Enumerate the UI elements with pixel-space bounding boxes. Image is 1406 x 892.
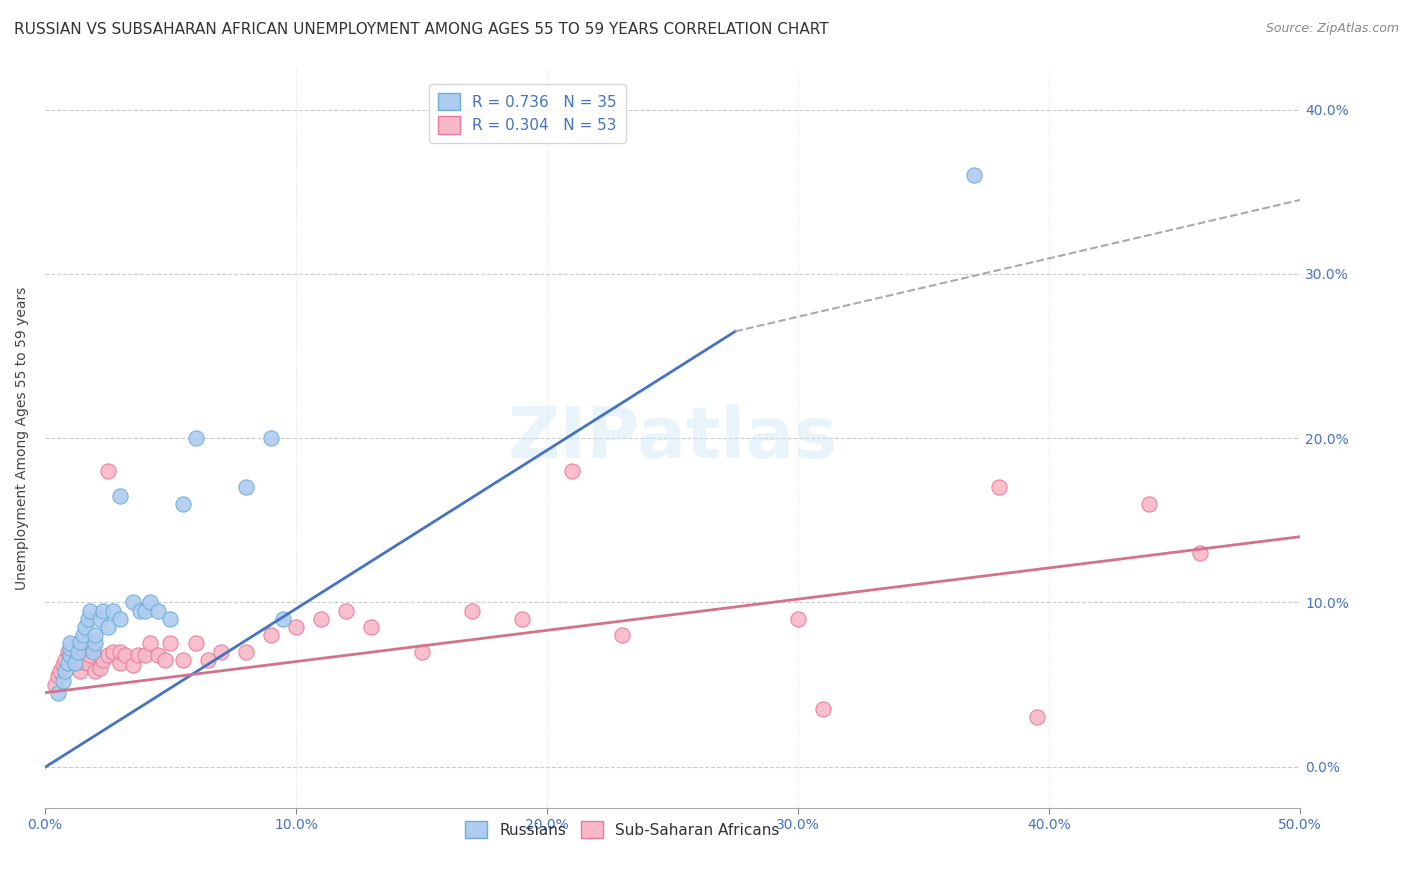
Point bbox=[260, 628, 283, 642]
Point bbox=[987, 480, 1010, 494]
Point bbox=[44, 677, 66, 691]
Point bbox=[51, 657, 73, 672]
Text: RUSSIAN VS SUBSAHARAN AFRICAN UNEMPLOYMENT AMONG AGES 55 TO 59 YEARS CORRELATION: RUSSIAN VS SUBSAHARAN AFRICAN UNEMPLOYME… bbox=[14, 22, 828, 37]
Point bbox=[1139, 497, 1161, 511]
Point bbox=[197, 653, 219, 667]
Point bbox=[72, 628, 94, 642]
Point bbox=[79, 648, 101, 662]
Point bbox=[335, 604, 357, 618]
Point bbox=[84, 665, 107, 679]
Point bbox=[309, 612, 332, 626]
Point bbox=[63, 656, 86, 670]
Point bbox=[134, 648, 156, 662]
Point bbox=[59, 648, 82, 662]
Point bbox=[460, 604, 482, 618]
Point bbox=[159, 636, 181, 650]
Point bbox=[97, 464, 120, 478]
Point bbox=[146, 604, 169, 618]
Point bbox=[76, 612, 98, 626]
Point bbox=[46, 686, 69, 700]
Point bbox=[101, 604, 124, 618]
Point bbox=[84, 636, 107, 650]
Point bbox=[75, 620, 97, 634]
Point bbox=[69, 635, 91, 649]
Point bbox=[59, 641, 82, 656]
Point bbox=[89, 612, 111, 626]
Point bbox=[82, 645, 104, 659]
Point bbox=[46, 669, 69, 683]
Point bbox=[79, 604, 101, 618]
Point bbox=[110, 489, 132, 503]
Point bbox=[129, 604, 152, 618]
Point bbox=[63, 656, 86, 670]
Point bbox=[121, 595, 143, 609]
Point bbox=[114, 648, 136, 662]
Point bbox=[91, 653, 114, 667]
Point bbox=[76, 656, 98, 670]
Y-axis label: Unemployment Among Ages 55 to 59 years: Unemployment Among Ages 55 to 59 years bbox=[15, 286, 30, 590]
Point bbox=[101, 645, 124, 659]
Point bbox=[159, 612, 181, 626]
Point bbox=[811, 702, 834, 716]
Point bbox=[97, 620, 120, 634]
Point bbox=[134, 604, 156, 618]
Legend: Russians, Sub-Saharan Africans: Russians, Sub-Saharan Africans bbox=[460, 814, 786, 845]
Point bbox=[49, 665, 72, 679]
Point bbox=[235, 480, 257, 494]
Point bbox=[72, 655, 94, 669]
Point bbox=[51, 674, 73, 689]
Point bbox=[121, 657, 143, 672]
Point bbox=[82, 641, 104, 656]
Point bbox=[53, 665, 76, 679]
Point bbox=[411, 645, 433, 659]
Point bbox=[184, 431, 207, 445]
Point bbox=[66, 648, 89, 662]
Point bbox=[56, 645, 79, 659]
Point bbox=[89, 661, 111, 675]
Point bbox=[612, 628, 634, 642]
Point bbox=[510, 612, 533, 626]
Point bbox=[127, 648, 149, 662]
Point bbox=[285, 620, 308, 634]
Text: ZIPatlas: ZIPatlas bbox=[508, 404, 838, 473]
Point bbox=[787, 612, 810, 626]
Point bbox=[1188, 546, 1211, 560]
Point bbox=[53, 653, 76, 667]
Point bbox=[146, 648, 169, 662]
Point bbox=[97, 648, 120, 662]
Point bbox=[59, 648, 82, 662]
Point bbox=[56, 656, 79, 670]
Point bbox=[75, 645, 97, 659]
Point bbox=[84, 628, 107, 642]
Point bbox=[155, 653, 177, 667]
Point bbox=[561, 464, 583, 478]
Point bbox=[110, 645, 132, 659]
Text: Source: ZipAtlas.com: Source: ZipAtlas.com bbox=[1265, 22, 1399, 36]
Point bbox=[91, 604, 114, 618]
Point bbox=[59, 636, 82, 650]
Point bbox=[172, 497, 194, 511]
Point bbox=[1025, 710, 1047, 724]
Point bbox=[66, 645, 89, 659]
Point bbox=[110, 612, 132, 626]
Point bbox=[235, 645, 257, 659]
Point bbox=[139, 636, 162, 650]
Point bbox=[963, 169, 986, 183]
Point bbox=[110, 656, 132, 670]
Point bbox=[209, 645, 232, 659]
Point bbox=[360, 620, 382, 634]
Point bbox=[172, 653, 194, 667]
Point bbox=[139, 595, 162, 609]
Point bbox=[260, 431, 283, 445]
Point bbox=[62, 641, 84, 656]
Point bbox=[184, 636, 207, 650]
Point bbox=[69, 665, 91, 679]
Point bbox=[273, 612, 295, 626]
